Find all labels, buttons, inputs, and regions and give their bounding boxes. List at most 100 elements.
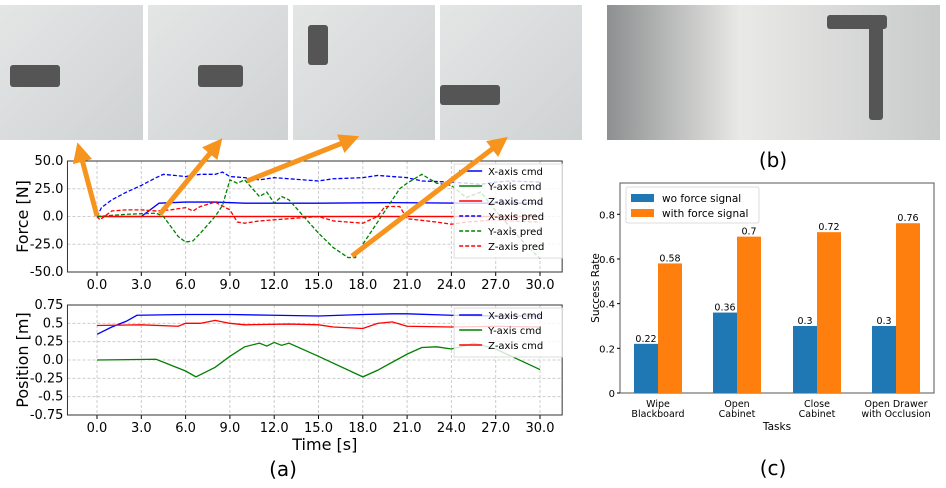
bar-value-label: 0.22 [635, 334, 656, 345]
bar-value-label: 0.3 [876, 316, 891, 327]
x-tick-label: 6.0 [175, 421, 196, 436]
y-tick-label: -0.5 [38, 390, 63, 405]
bar [896, 223, 920, 393]
series-line-x-axis-pred [96, 171, 541, 217]
force-plot: 0.0 3.0 6.0 9.0 12.0 15.0 18.0 21.0 24.0 27.0 30.0… [13, 154, 563, 293]
y-tick-label: 0.2 [599, 344, 615, 355]
x-tick-label: Close [804, 399, 830, 410]
y-tick-label: 25.0 [35, 182, 64, 197]
bar-value-label: 0.36 [714, 303, 735, 314]
legend [453, 307, 563, 358]
x-tick-label: 9.0 [220, 421, 241, 436]
bar [872, 325, 896, 393]
orange-arrows [72, 134, 508, 258]
legend-label: Y-axis cmd [487, 182, 541, 193]
plot-frame [619, 182, 935, 394]
legend-label: Z-axis pred [488, 242, 544, 253]
legend-label: Z-axis cmd [488, 341, 543, 352]
bar-value-label: 0.58 [659, 253, 680, 264]
x-tick-label: 21.0 [393, 278, 422, 293]
x-tick-label: 3.0 [131, 421, 152, 436]
x-tick-label: 30.0 [526, 421, 555, 436]
bar [634, 343, 658, 393]
x-tick-label: Wipe [646, 399, 670, 410]
y-tick-label: 0.0 [43, 210, 64, 225]
x-tick-label: 15.0 [304, 278, 333, 293]
x-axis-label: Tasks [762, 421, 791, 433]
orange-arrow [72, 142, 100, 217]
wipe-photo-2 [148, 5, 288, 140]
bar [793, 325, 817, 393]
legend-swatch [631, 209, 654, 217]
legend-label: Y-axis pred [487, 227, 542, 238]
legend-label: with force signal [662, 208, 748, 220]
wipe-photo-1 [0, 5, 143, 140]
plot-frame [66, 304, 563, 416]
x-tick-label: 24.0 [437, 421, 466, 436]
x-tick-label: 18.0 [348, 421, 377, 436]
y-tick-label: 0.0 [43, 353, 64, 368]
bar-value-label: 0.76 [897, 213, 918, 224]
series-line-y-axis-pred [96, 173, 541, 260]
series-line-z-axis-pred [96, 201, 541, 225]
orange-arrow [246, 134, 360, 184]
position-plot: 0.0 3.0 6.0 9.0 12.0 15.0 18.0 21.0 24.0 27.0 30.0… [13, 298, 563, 454]
bar [713, 312, 737, 393]
bar-value-label: 0.7 [741, 227, 756, 238]
y-axis-label: Force [N] [13, 180, 32, 253]
legend-label: X-axis cmd [488, 311, 543, 322]
y-tick-label: 0.25 [35, 335, 64, 350]
y-tick-label: 0.4 [599, 300, 615, 311]
series-line-x-axis-cmd [97, 201, 540, 218]
series-line-x-axis-cmd [96, 313, 540, 335]
orange-arrow [158, 138, 223, 216]
legend-label: Y-axis cmd [487, 326, 541, 337]
x-tick-label: 12.0 [260, 421, 289, 436]
y-tick-label: -25.0 [30, 237, 64, 252]
legend-swatch [631, 194, 654, 202]
y-axis-label: Success Rate [590, 253, 602, 323]
x-tick-label: 15.0 [304, 421, 333, 436]
x-tick-label: Cabinet [799, 409, 836, 420]
legend [625, 186, 760, 224]
legend-label: Z-axis cmd [488, 197, 543, 208]
x-tick-label: with Occlusion [861, 409, 930, 420]
panel-label-a: (a) [269, 457, 297, 481]
x-tick-label: 18.0 [348, 278, 377, 293]
x-tick-label: 0.0 [87, 278, 108, 293]
x-tick-label: 6.0 [175, 278, 196, 293]
series-line-z-axis-cmd [96, 319, 541, 330]
legend-label: X-axis cmd [488, 167, 543, 178]
y-tick-label: 0.8 [599, 210, 615, 221]
y-tick-label: -0.75 [30, 408, 64, 423]
legend-label: wo force signal [662, 193, 741, 205]
x-tick-label: Blackboard [631, 409, 684, 420]
y-axis-label: Position [m] [13, 312, 32, 407]
legend-label: X-axis pred [488, 212, 544, 223]
bar [817, 232, 841, 393]
x-tick-label: 9.0 [220, 278, 241, 293]
y-tick-label: 50.0 [35, 154, 64, 169]
cabinet-photo [607, 5, 940, 140]
legend [453, 163, 563, 259]
bar [737, 236, 761, 393]
bar-value-label: 0.72 [818, 222, 839, 233]
x-tick-label: Open [724, 399, 749, 410]
y-tick-label: 0.6 [599, 255, 615, 266]
y-tick-label: 0 [609, 389, 615, 400]
x-tick-label: 27.0 [481, 278, 510, 293]
x-tick-label: 24.0 [437, 278, 466, 293]
wipe-photo-4 [440, 5, 582, 140]
x-tick-label: 3.0 [131, 278, 152, 293]
panel-label-c: (c) [760, 456, 787, 480]
x-axis-label: Time [s] [291, 435, 357, 454]
x-tick-label: 12.0 [260, 278, 289, 293]
wipe-photo-3 [293, 5, 435, 140]
y-tick-label: 0.5 [43, 316, 64, 331]
orange-arrow [350, 136, 508, 258]
y-tick-label: -0.25 [30, 371, 64, 386]
bar [658, 263, 682, 393]
x-tick-label: 0.0 [87, 421, 108, 436]
